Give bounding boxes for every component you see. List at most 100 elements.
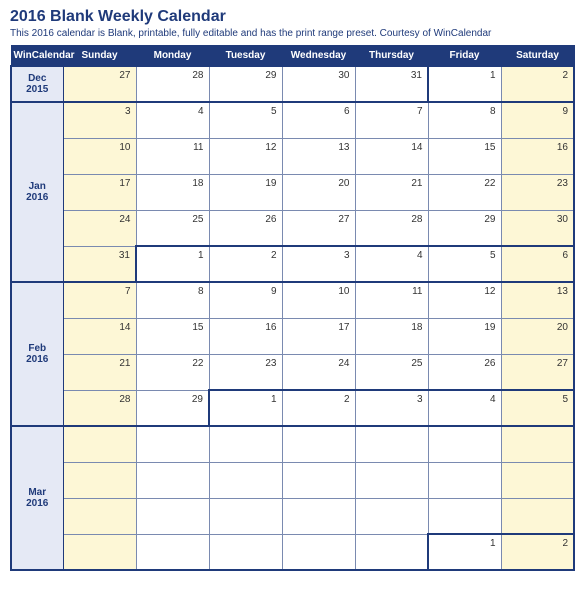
day-cell xyxy=(428,462,501,498)
day-cell: 1 xyxy=(428,66,501,102)
day-cell: 17 xyxy=(282,318,355,354)
day-cell: 18 xyxy=(355,318,428,354)
day-cell: 17 xyxy=(63,174,136,210)
day-cell: 20 xyxy=(501,318,574,354)
day-cell: 5 xyxy=(501,390,574,426)
day-cell: 28 xyxy=(136,66,209,102)
day-cell: 4 xyxy=(428,390,501,426)
calendar-row: 24252627282930 xyxy=(11,210,574,246)
day-cell: 26 xyxy=(428,354,501,390)
day-cell xyxy=(209,426,282,462)
calendar-row xyxy=(11,462,574,498)
day-cell: 29 xyxy=(428,210,501,246)
calendar-row: Mar 2016 xyxy=(11,426,574,462)
day-cell: 29 xyxy=(136,390,209,426)
day-cell: 25 xyxy=(355,354,428,390)
day-cell: 31 xyxy=(63,246,136,282)
day-cell: 2 xyxy=(209,246,282,282)
day-cell: 4 xyxy=(355,246,428,282)
day-cell: 1 xyxy=(136,246,209,282)
header-day: Thursday xyxy=(355,46,428,67)
calendar-row: 14151617181920 xyxy=(11,318,574,354)
day-cell xyxy=(136,426,209,462)
month-label: Feb 2016 xyxy=(11,282,63,426)
day-cell: 19 xyxy=(428,318,501,354)
day-cell: 21 xyxy=(63,354,136,390)
day-cell xyxy=(209,462,282,498)
day-cell: 14 xyxy=(63,318,136,354)
calendar-row: Feb 201678910111213 xyxy=(11,282,574,318)
header-day: Wednesday xyxy=(282,46,355,67)
day-cell: 3 xyxy=(355,390,428,426)
day-cell: 25 xyxy=(136,210,209,246)
header-day: Friday xyxy=(428,46,501,67)
day-cell xyxy=(428,498,501,534)
header-row: WinCalendarSundayMondayTuesdayWednesdayT… xyxy=(11,46,574,67)
day-cell: 6 xyxy=(501,246,574,282)
calendar-row: 12 xyxy=(11,534,574,570)
day-cell: 5 xyxy=(428,246,501,282)
day-cell: 9 xyxy=(209,282,282,318)
calendar-row: 282912345 xyxy=(11,390,574,426)
day-cell xyxy=(428,426,501,462)
day-cell: 3 xyxy=(282,246,355,282)
calendar-row: 31123456 xyxy=(11,246,574,282)
day-cell xyxy=(136,534,209,570)
day-cell: 2 xyxy=(282,390,355,426)
day-cell: 24 xyxy=(63,210,136,246)
calendar-row: 17181920212223 xyxy=(11,174,574,210)
day-cell: 27 xyxy=(501,354,574,390)
page-title: 2016 Blank Weekly Calendar xyxy=(10,8,575,26)
day-cell: 2 xyxy=(501,534,574,570)
day-cell: 3 xyxy=(63,102,136,138)
day-cell: 12 xyxy=(209,138,282,174)
day-cell xyxy=(355,426,428,462)
day-cell xyxy=(209,498,282,534)
day-cell: 13 xyxy=(501,282,574,318)
day-cell xyxy=(355,462,428,498)
day-cell xyxy=(136,498,209,534)
day-cell: 8 xyxy=(136,282,209,318)
day-cell: 10 xyxy=(282,282,355,318)
header-day: Monday xyxy=(136,46,209,67)
header-day: Saturday xyxy=(501,46,574,67)
day-cell: 13 xyxy=(282,138,355,174)
day-cell: 16 xyxy=(209,318,282,354)
day-cell: 1 xyxy=(428,534,501,570)
day-cell: 28 xyxy=(355,210,428,246)
header-day: Tuesday xyxy=(209,46,282,67)
page-subtitle: This 2016 calendar is Blank, printable, … xyxy=(10,28,575,39)
day-cell xyxy=(355,498,428,534)
day-cell: 31 xyxy=(355,66,428,102)
day-cell: 30 xyxy=(282,66,355,102)
day-cell xyxy=(63,462,136,498)
day-cell: 10 xyxy=(63,138,136,174)
day-cell xyxy=(282,498,355,534)
day-cell: 27 xyxy=(282,210,355,246)
day-cell: 9 xyxy=(501,102,574,138)
day-cell xyxy=(209,534,282,570)
day-cell xyxy=(501,498,574,534)
day-cell: 19 xyxy=(209,174,282,210)
day-cell: 2 xyxy=(501,66,574,102)
month-label: Mar 2016 xyxy=(11,426,63,570)
day-cell xyxy=(282,462,355,498)
day-cell xyxy=(282,426,355,462)
day-cell xyxy=(63,498,136,534)
day-cell: 5 xyxy=(209,102,282,138)
day-cell: 12 xyxy=(428,282,501,318)
day-cell: 1 xyxy=(209,390,282,426)
month-label: Jan 2016 xyxy=(11,102,63,282)
day-cell: 4 xyxy=(136,102,209,138)
day-cell: 16 xyxy=(501,138,574,174)
day-cell: 29 xyxy=(209,66,282,102)
header-corner: WinCalendar xyxy=(11,46,63,67)
day-cell xyxy=(282,534,355,570)
day-cell: 26 xyxy=(209,210,282,246)
day-cell: 8 xyxy=(428,102,501,138)
day-cell: 11 xyxy=(136,138,209,174)
day-cell xyxy=(63,534,136,570)
day-cell: 23 xyxy=(501,174,574,210)
day-cell: 11 xyxy=(355,282,428,318)
day-cell: 23 xyxy=(209,354,282,390)
